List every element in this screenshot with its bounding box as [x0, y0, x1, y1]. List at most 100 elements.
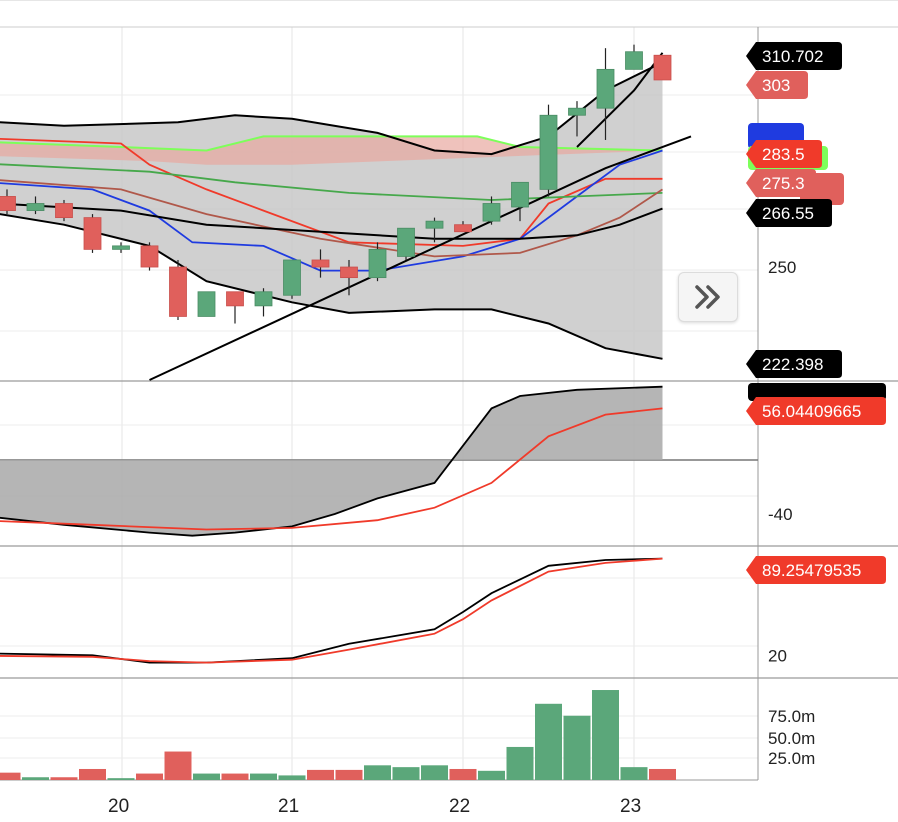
volume-bar	[563, 715, 591, 780]
y-tick-label: 250	[768, 258, 796, 277]
price-series-line-3	[0, 179, 663, 258]
value-tag-shape	[746, 169, 816, 197]
value-tag-shape	[746, 350, 842, 378]
candle-body	[568, 107, 586, 116]
volume-bar	[193, 773, 220, 780]
value-tag-label: 266.55	[762, 204, 814, 223]
volume-bar	[221, 773, 249, 780]
x-tick-label: 23	[620, 796, 641, 817]
x-tick-label: 22	[449, 796, 470, 817]
volume-bar	[79, 768, 106, 780]
candle	[368, 242, 387, 282]
y-tick-label: 25.0m	[768, 749, 815, 768]
candle	[83, 214, 102, 253]
price-tag: 283.5	[746, 140, 822, 168]
candle-body	[454, 224, 472, 233]
candle-body	[83, 217, 102, 250]
candle	[26, 196, 45, 215]
bollinger-lower-line	[0, 213, 663, 360]
value-tag-shape	[746, 71, 808, 99]
candle-body	[169, 266, 187, 317]
candle-body	[625, 51, 643, 70]
oscillator-1-line-1	[0, 407, 663, 531]
value-tag-shape	[746, 556, 886, 584]
volume-bar	[620, 767, 648, 780]
candle-body	[283, 259, 301, 296]
volume-bar	[392, 767, 420, 780]
value-tag-label: 303	[762, 76, 790, 95]
candle-body	[197, 291, 216, 317]
volume-bar	[478, 770, 505, 780]
candle-body	[425, 220, 444, 229]
oscillator-1-line-0	[0, 385, 663, 537]
candle-body	[26, 203, 45, 211]
candle	[112, 242, 130, 253]
cloud-top-line	[0, 135, 663, 152]
candle	[140, 242, 159, 271]
candle-body	[311, 259, 330, 268]
value-tag-shape	[746, 397, 886, 425]
volume-bar	[335, 769, 363, 780]
double-chevron-right-icon	[695, 285, 720, 309]
price-series-line-2	[0, 163, 663, 201]
volume-bar	[250, 773, 277, 780]
candle-body	[511, 181, 529, 208]
volume-bar	[50, 777, 78, 780]
x-tick-label: 20	[108, 796, 129, 817]
value-tag-shape	[746, 140, 822, 168]
y-tick-label: 20	[768, 646, 787, 665]
price-series-line-5	[149, 135, 692, 381]
candle	[0, 189, 16, 215]
y-tick-label: 75.0m	[768, 707, 815, 726]
candle-body	[226, 291, 244, 307]
candle	[482, 196, 501, 225]
price-tag: 303	[746, 71, 808, 99]
candle	[539, 104, 558, 197]
candle-body	[254, 291, 273, 307]
volume-bar	[136, 773, 163, 780]
volume-bar	[649, 768, 676, 780]
candle	[397, 227, 415, 260]
volume-bar	[506, 746, 534, 780]
candle	[511, 181, 529, 222]
scroll-to-latest-button[interactable]	[678, 272, 738, 322]
volume-bar	[22, 777, 49, 780]
candle	[283, 259, 301, 299]
candle-body	[368, 248, 387, 279]
value-tag-label: 222.398	[762, 355, 823, 374]
candle-body	[340, 266, 358, 279]
volume-bar	[107, 778, 135, 780]
candle	[55, 199, 73, 222]
volume-bar	[421, 765, 448, 780]
x-axis-labels: 20 21 22 23	[108, 796, 641, 817]
candle-body	[539, 114, 558, 190]
tag-black-partial	[748, 383, 886, 401]
candle	[311, 249, 330, 278]
candle	[254, 288, 273, 317]
value-tag-shape	[746, 42, 842, 70]
price-series-line-6	[576, 52, 664, 148]
candle-body	[397, 227, 415, 257]
candle-body	[112, 245, 130, 250]
volume-bar	[535, 703, 562, 780]
candle	[340, 259, 358, 296]
bollinger-upper-line	[0, 61, 663, 156]
volume-bar	[0, 772, 21, 780]
oscillator-1-tag: 56.04409665	[746, 397, 886, 425]
candle	[454, 221, 472, 233]
candle	[197, 291, 216, 317]
volume-bar	[278, 775, 306, 780]
candle-body	[140, 245, 159, 268]
candle-body	[596, 68, 615, 109]
candle	[653, 54, 672, 81]
x-tick-label: 21	[278, 796, 299, 817]
price-tag: 222.398	[746, 350, 842, 378]
oscillator-2-line-1	[0, 557, 663, 664]
candle-body	[0, 196, 16, 211]
value-tag-label: 89.25479535	[762, 561, 861, 580]
oscillator-2-line-0	[0, 557, 663, 664]
bollinger-band-fill	[0, 62, 663, 359]
volume-bar	[592, 690, 619, 780]
